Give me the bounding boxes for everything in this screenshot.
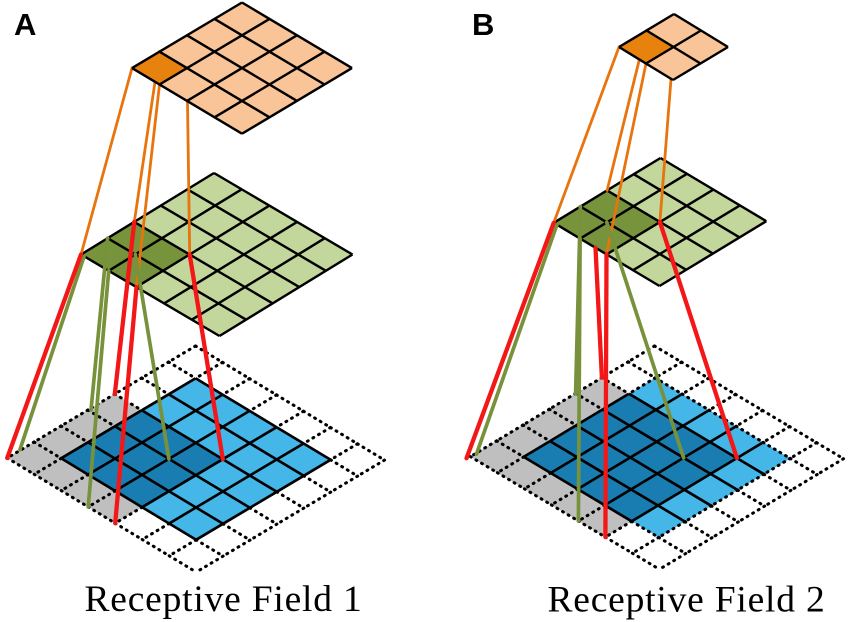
svg-text:A: A [14, 7, 36, 42]
svg-text:Receptive Field 2: Receptive Field 2 [547, 580, 825, 621]
svg-text:Receptive Field 1: Receptive Field 1 [84, 579, 362, 620]
svg-text:B: B [472, 7, 494, 42]
